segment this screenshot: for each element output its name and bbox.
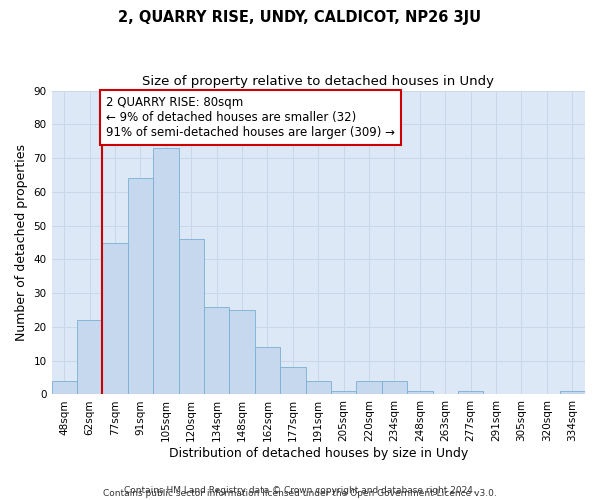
Bar [305,381,331,394]
Bar [560,391,585,394]
X-axis label: Distribution of detached houses by size in Undy: Distribution of detached houses by size … [169,447,468,460]
Y-axis label: Number of detached properties: Number of detached properties [15,144,28,341]
Bar [103,242,128,394]
Bar [356,381,382,394]
Bar [458,391,484,394]
Bar [52,381,77,394]
Bar [77,320,103,394]
Text: 2, QUARRY RISE, UNDY, CALDICOT, NP26 3JU: 2, QUARRY RISE, UNDY, CALDICOT, NP26 3JU [118,10,482,25]
Bar [280,368,305,394]
Bar [204,306,229,394]
Bar [179,239,204,394]
Bar [407,391,433,394]
Text: Contains HM Land Registry data © Crown copyright and database right 2024.: Contains HM Land Registry data © Crown c… [124,486,476,495]
Bar [229,310,255,394]
Text: 2 QUARRY RISE: 80sqm
← 9% of detached houses are smaller (32)
91% of semi-detach: 2 QUARRY RISE: 80sqm ← 9% of detached ho… [106,96,395,138]
Text: Contains public sector information licensed under the Open Government Licence v3: Contains public sector information licen… [103,488,497,498]
Title: Size of property relative to detached houses in Undy: Size of property relative to detached ho… [142,75,494,88]
Bar [128,178,153,394]
Bar [331,391,356,394]
Bar [255,347,280,395]
Bar [382,381,407,394]
Bar [153,148,179,394]
